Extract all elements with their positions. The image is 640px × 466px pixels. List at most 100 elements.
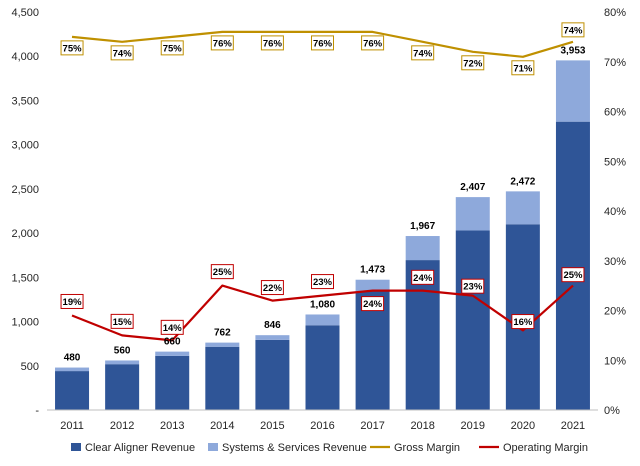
- bar-total-label: 1,967: [410, 221, 435, 232]
- operating-margin-label: 24%: [413, 273, 433, 284]
- bar-clear-aligner: [55, 371, 90, 410]
- x-tick-label: 2011: [60, 420, 84, 432]
- bar-clear-aligner: [305, 325, 340, 410]
- x-tick-label: 2015: [260, 420, 284, 432]
- line-gross-margin: [71, 30, 574, 58]
- operating-margin-label-box: [511, 314, 535, 330]
- operating-margin-label: 16%: [513, 317, 533, 328]
- y-right-tick-label: 60%: [604, 107, 626, 119]
- bar-total-label: 480: [64, 353, 81, 364]
- gross-margin-label: 74%: [563, 25, 583, 36]
- operating-margin-label-box: [210, 264, 234, 280]
- gross-margin-label: 72%: [463, 58, 483, 69]
- y-left-tick-label: 4,500: [11, 7, 39, 19]
- operating-margin-label-box: [260, 280, 284, 296]
- bar-systems-services: [555, 60, 590, 122]
- gross-margin-label: 74%: [413, 48, 433, 59]
- operating-margin-label-box: [561, 267, 585, 283]
- gross-margin-label: 71%: [513, 63, 533, 74]
- bar-total-label: 2,472: [510, 176, 535, 187]
- gross-margin-label-box: [311, 35, 334, 51]
- legend-label: Clear Aligner Revenue: [85, 442, 195, 454]
- operating-margin-label: 19%: [63, 297, 83, 308]
- y-left-tick-label: 1,000: [11, 317, 39, 329]
- operating-margin-label-box: [311, 274, 334, 290]
- x-tick-label: 2016: [310, 420, 334, 432]
- legend-label: Operating Margin: [503, 442, 588, 454]
- bar-clear-aligner: [205, 346, 240, 410]
- x-tick-label: 2014: [210, 420, 234, 432]
- legend-swatch: [71, 443, 81, 451]
- bar-total-label: 2,407: [460, 182, 485, 193]
- operating-margin-label: 23%: [313, 277, 333, 288]
- gross-margin-label: 76%: [213, 38, 233, 49]
- bar-total-label: 1,473: [360, 265, 385, 276]
- x-tick-label: 2013: [160, 420, 184, 432]
- operating-margin-label: 25%: [213, 267, 233, 278]
- bar-systems-services: [505, 191, 540, 225]
- bar-total-label: 3,953: [560, 45, 585, 56]
- bar-systems-services: [155, 351, 190, 356]
- bar-clear-aligner: [155, 355, 190, 410]
- bar-clear-aligner: [555, 121, 590, 410]
- x-tick-label: 2020: [511, 420, 535, 432]
- y-left-tick-label: 3,000: [11, 140, 39, 152]
- operating-margin-label: 22%: [263, 283, 283, 294]
- bar-systems-services: [105, 360, 140, 365]
- bar-systems-services: [55, 367, 90, 372]
- y-left-tick-label: 4,000: [11, 51, 39, 63]
- operating-margin-label: 25%: [563, 270, 583, 281]
- x-tick-label: 2021: [561, 420, 585, 432]
- y-left-tick-label: -: [35, 405, 39, 417]
- gross-margin-label: 75%: [63, 43, 83, 54]
- gross-margin-label: 74%: [113, 48, 133, 59]
- operating-margin-label: 14%: [163, 323, 183, 334]
- gross-margin-label-box: [561, 22, 585, 38]
- bar-total-label: 1,080: [310, 299, 335, 310]
- gross-margin-label-box: [361, 35, 385, 51]
- bar-systems-services: [455, 197, 490, 231]
- y-right-tick-label: 40%: [604, 206, 626, 218]
- bar-clear-aligner: [355, 291, 390, 410]
- x-tick-label: 2017: [360, 420, 384, 432]
- gross-margin-label-box: [260, 35, 284, 51]
- bar-total-label: 846: [264, 320, 281, 331]
- y-right-tick-label: 10%: [604, 355, 626, 367]
- bar-systems-services: [205, 342, 240, 347]
- bar-total-label: 762: [214, 328, 231, 339]
- bar-clear-aligner: [255, 339, 290, 410]
- y-right-tick-label: 30%: [604, 256, 626, 268]
- operating-margin-label-box: [160, 319, 184, 335]
- operating-margin-label-box: [60, 293, 84, 309]
- y-right-tick-label: 70%: [604, 57, 626, 69]
- y-left-tick-label: 2,500: [11, 184, 39, 196]
- bar-clear-aligner: [105, 364, 140, 410]
- operating-margin-label: 23%: [463, 282, 483, 293]
- bar-clear-aligner: [405, 260, 440, 410]
- y-right-tick-label: 0%: [604, 405, 620, 417]
- y-right-tick-label: 50%: [604, 156, 626, 168]
- y-left-tick-label: 2,000: [11, 228, 39, 240]
- x-tick-label: 2018: [410, 420, 434, 432]
- gross-margin-label-box: [511, 60, 535, 76]
- x-tick-label: 2019: [461, 420, 485, 432]
- gross-margin-label-box: [110, 45, 134, 61]
- y-left-tick-label: 500: [21, 361, 39, 373]
- gross-margin-label-box: [60, 40, 84, 56]
- bar-total-label: 660: [164, 337, 181, 348]
- line-operating-margin: [71, 284, 574, 342]
- operating-margin-label-box: [110, 313, 134, 329]
- y-right-tick-label: 80%: [604, 7, 626, 19]
- operating-margin-label: 15%: [113, 317, 133, 328]
- operating-margin-label: 24%: [363, 299, 383, 310]
- gross-margin-label: 76%: [313, 38, 333, 49]
- bar-systems-services: [405, 236, 440, 261]
- x-tick-label: 2012: [110, 420, 134, 432]
- gross-margin-label-box: [411, 45, 435, 61]
- legend-label: Gross Margin: [394, 442, 460, 454]
- bar-systems-services: [255, 335, 290, 340]
- bar-total-label: 560: [114, 345, 131, 356]
- gross-margin-label-box: [210, 35, 234, 51]
- y-left-tick-label: 3,500: [11, 95, 39, 107]
